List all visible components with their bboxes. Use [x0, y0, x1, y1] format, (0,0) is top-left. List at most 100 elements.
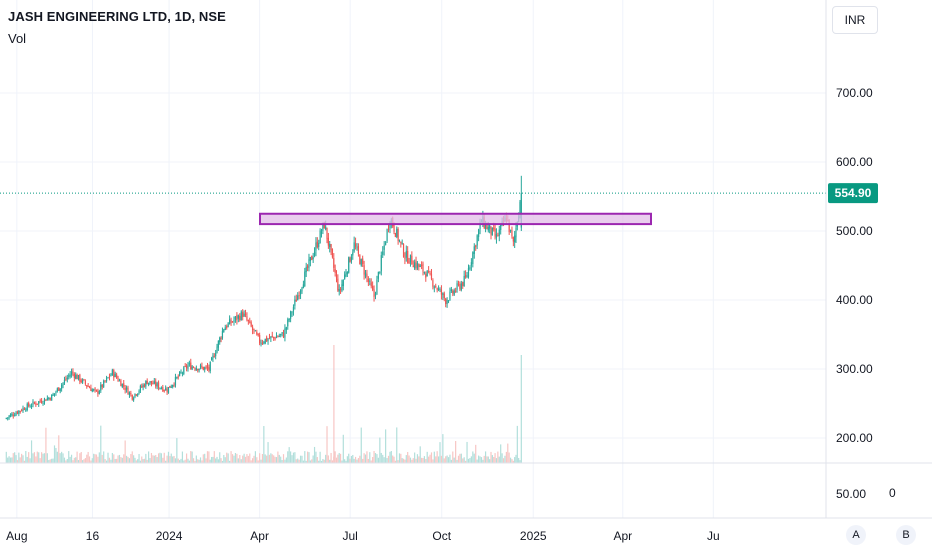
candle-body: [58, 387, 60, 391]
candle-body: [131, 394, 133, 400]
volume-bar: [243, 453, 245, 463]
candle-body: [305, 266, 307, 273]
candle-body: [124, 387, 126, 391]
candle-body: [55, 391, 57, 393]
price-tick-label: 300.00: [836, 362, 873, 376]
candle-body: [491, 227, 493, 236]
candle-body: [266, 337, 268, 342]
candle-body: [295, 299, 297, 302]
candle-body: [251, 326, 254, 330]
auto-scale-button[interactable]: A: [846, 525, 866, 545]
candle-body: [83, 379, 85, 381]
volume-bar: [87, 451, 89, 463]
candle-body: [220, 338, 222, 340]
candle-body: [142, 384, 144, 388]
volume-bar: [97, 456, 99, 463]
volume-bar: [288, 447, 290, 463]
candle-body: [23, 408, 26, 410]
candle-body: [464, 275, 467, 278]
volume-bar: [500, 444, 502, 463]
candle-body: [86, 385, 88, 387]
volume-bar: [367, 458, 369, 463]
volume-bar: [139, 460, 142, 463]
candle-body: [342, 280, 344, 287]
volume-bar: [137, 459, 139, 463]
volume-bar: [453, 457, 455, 463]
candle-body: [143, 384, 146, 387]
candle-body: [11, 413, 13, 416]
candle-body: [233, 320, 235, 323]
volume-bar: [473, 453, 475, 463]
volume-bar: [507, 443, 509, 463]
volume-bar: [308, 452, 310, 463]
volume-bar: [167, 451, 170, 463]
candle-body: [80, 380, 82, 382]
candle-body: [335, 274, 338, 279]
volume-bar: [443, 458, 445, 463]
time-tick-label: Ju: [707, 529, 720, 543]
candle-body: [350, 257, 353, 261]
candle-body: [62, 382, 64, 386]
volume-bar: [285, 457, 287, 463]
volume-bar: [299, 455, 302, 463]
volume-bar: [263, 426, 265, 463]
volume-bar: [356, 459, 358, 463]
candle-body: [514, 235, 516, 243]
volume-bar: [394, 460, 396, 463]
volume-bar: [392, 455, 394, 463]
volume-bar: [76, 451, 78, 463]
volume-bar: [370, 460, 372, 463]
volume-bar: [202, 454, 204, 463]
volume-bar: [350, 455, 353, 463]
volume-bar: [369, 452, 371, 463]
candle-body: [423, 272, 425, 274]
candle-body: [204, 367, 206, 370]
candle-body: [467, 268, 470, 277]
candle-body: [315, 242, 317, 251]
volume-bar: [226, 452, 228, 463]
volume-bar: [326, 426, 328, 463]
volume-bar: [88, 456, 91, 463]
candle-body: [61, 384, 63, 389]
volume-bar: [216, 456, 218, 463]
volume-bar: [176, 438, 178, 463]
time-tick-label: 2024: [156, 529, 183, 543]
volume-bar: [334, 451, 336, 463]
currency-selector[interactable]: INR: [832, 6, 878, 34]
candle-body: [330, 244, 332, 251]
price-tick-label: 400.00: [836, 293, 873, 307]
candle-body: [339, 288, 342, 290]
volume-bar: [153, 455, 155, 463]
volume-bar: [487, 456, 489, 463]
volume-bar: [46, 453, 48, 463]
volume-bar: [205, 458, 207, 463]
volume-bar: [476, 459, 478, 463]
volume-bar: [123, 454, 125, 463]
volume-bar: [192, 458, 195, 463]
candle-body: [210, 357, 213, 361]
candle-body: [229, 319, 231, 325]
candle-body: [352, 252, 354, 256]
volume-bar: [249, 453, 251, 463]
candle-body: [259, 335, 261, 344]
candle-body: [442, 293, 444, 296]
volume-bar: [301, 455, 303, 463]
volume-bar: [480, 457, 483, 463]
candle-body: [383, 245, 385, 250]
resistance-zone[interactable]: [259, 212, 652, 226]
candle-body: [459, 284, 461, 290]
candle-body: [487, 226, 489, 231]
volume-bar: [212, 456, 214, 463]
candle-body: [68, 375, 70, 377]
candle-body: [301, 287, 303, 292]
volume-bar: [77, 460, 80, 463]
volume-bar: [325, 454, 327, 463]
candle-body: [354, 243, 357, 247]
volume-bar: [396, 427, 398, 463]
volume-bar: [35, 456, 37, 463]
candle-body: [125, 387, 128, 390]
volume-bar: [275, 457, 278, 463]
bar-type-button[interactable]: B: [896, 525, 916, 545]
volume-bar: [416, 454, 419, 463]
